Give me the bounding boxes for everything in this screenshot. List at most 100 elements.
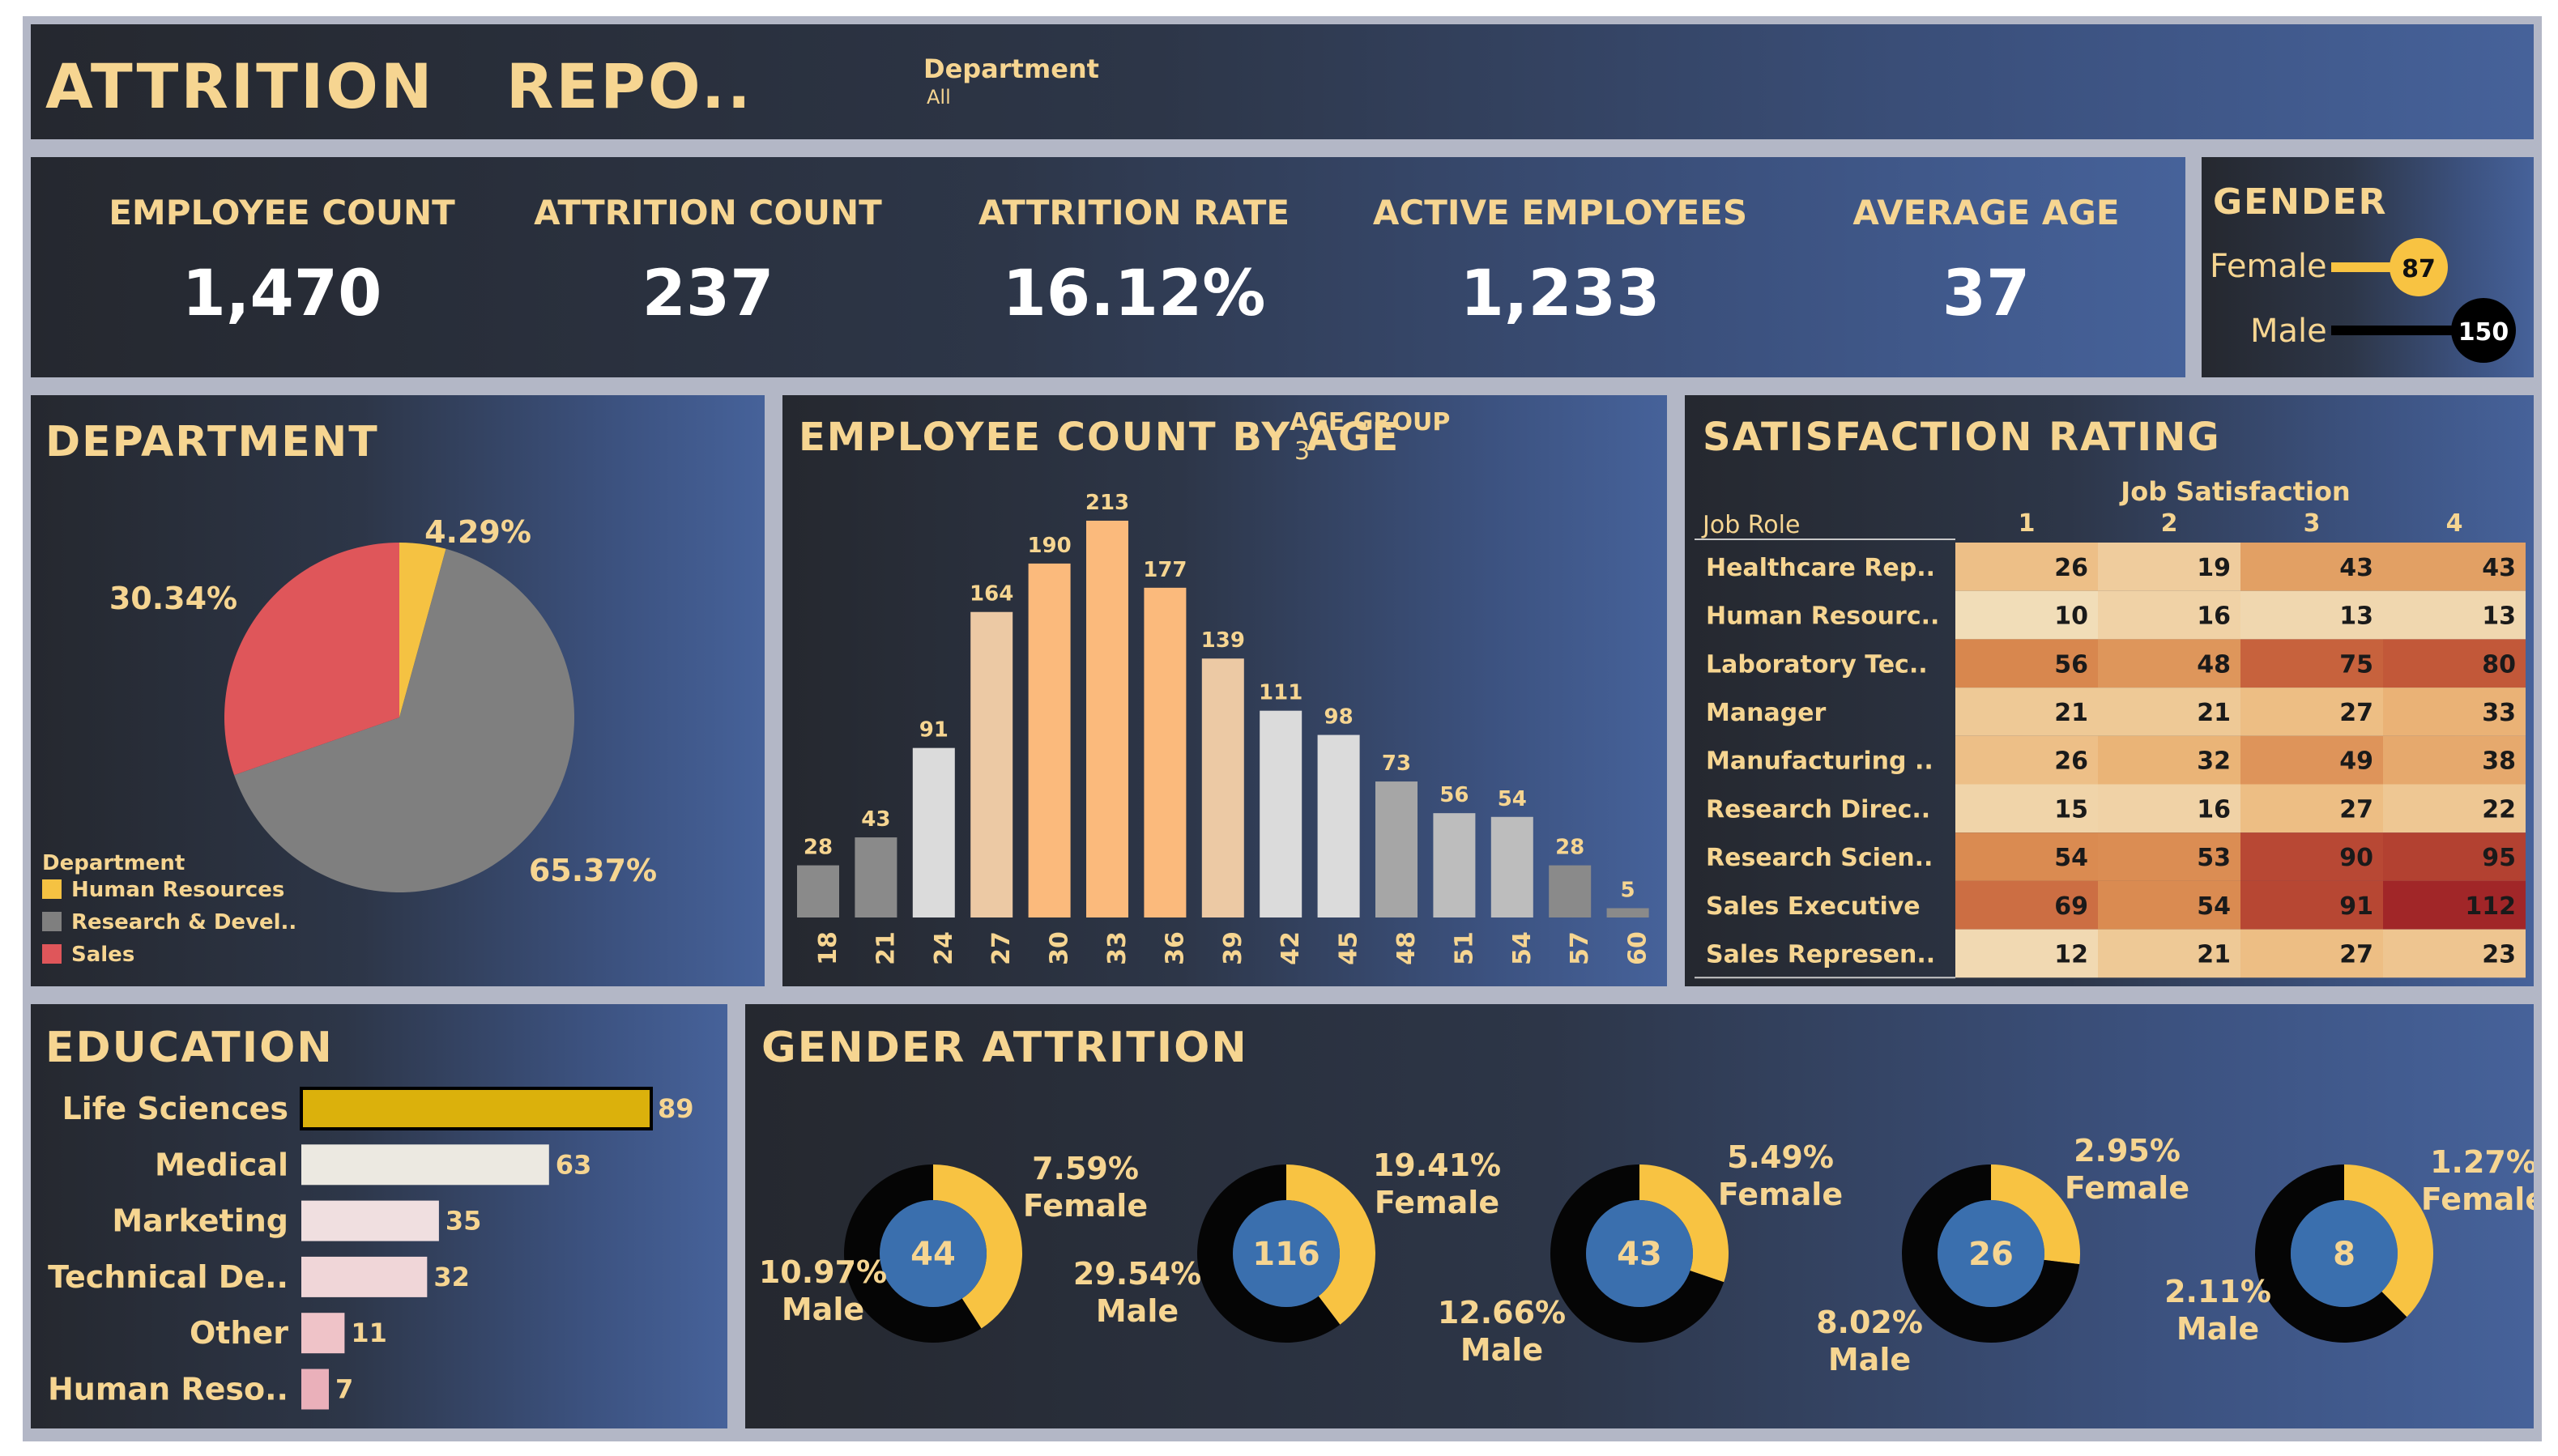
heatmap-cell[interactable] <box>2098 688 2240 736</box>
heatmap-cell[interactable] <box>2098 735 2240 785</box>
heatmap-cell[interactable] <box>2240 880 2383 930</box>
donut-female-segment[interactable] <box>2344 1164 2434 1318</box>
age-bar-36[interactable] <box>1144 587 1187 917</box>
age-bar-54[interactable] <box>1490 816 1533 917</box>
pie-slice-sales[interactable] <box>224 543 399 776</box>
heatmap-cell[interactable] <box>2240 639 2383 688</box>
heatmap-cell[interactable] <box>1955 929 2098 978</box>
education-value: 11 <box>351 1318 387 1348</box>
age-group-overlay-sub: 3 <box>1294 437 1311 466</box>
education-label: Technical De.. <box>48 1259 288 1295</box>
age-bar-24[interactable] <box>912 747 955 917</box>
heatmap-cell[interactable] <box>2098 880 2240 930</box>
education-bar[interactable] <box>301 1313 345 1354</box>
pie-legend-swatch <box>42 912 62 931</box>
heatmap-cell[interactable] <box>2383 784 2526 833</box>
age-bar-21[interactable] <box>855 837 897 917</box>
kpi-attrition-rate-label: ATTRITION RATE <box>978 193 1290 232</box>
heatmap-cell[interactable] <box>2383 880 2526 930</box>
donut-male-segment[interactable] <box>1902 1164 2080 1343</box>
heatmap-cell[interactable] <box>2098 543 2240 591</box>
heatmap-cell[interactable] <box>2098 590 2240 640</box>
heatmap-cell[interactable] <box>1955 543 2098 591</box>
heatmap-cell-value: 13 <box>2339 602 2373 631</box>
age-bar-value-label: 111 <box>1259 681 1302 705</box>
education-value: 89 <box>658 1093 694 1124</box>
heatmap-cell[interactable] <box>2098 832 2240 881</box>
education-value: 63 <box>556 1149 592 1180</box>
donut-male-segment[interactable] <box>844 1164 982 1343</box>
heatmap-cell[interactable] <box>2240 929 2383 978</box>
heatmap-cell[interactable] <box>2240 688 2383 736</box>
heatmap-cell[interactable] <box>1955 639 2098 688</box>
heatmap-cell[interactable] <box>1955 688 2098 736</box>
heatmap-cell[interactable] <box>1955 784 2098 833</box>
heatmap-row-label: Sales Executive <box>1706 892 1921 921</box>
age-bar-42[interactable] <box>1260 710 1302 917</box>
age-bar-39[interactable] <box>1201 658 1244 917</box>
heatmap-cell[interactable] <box>2098 929 2240 978</box>
education-bar[interactable] <box>300 1087 653 1130</box>
donut-male-segment[interactable] <box>1550 1164 1725 1343</box>
donut-male-segment[interactable] <box>2255 1164 2407 1343</box>
department-filter[interactable]: Department All <box>923 53 1099 109</box>
donut-female-segment[interactable] <box>933 1164 1022 1329</box>
donut-male-segment[interactable] <box>1197 1164 1341 1343</box>
age-bar-48[interactable] <box>1375 781 1418 917</box>
heatmap-cell[interactable] <box>1955 880 2098 930</box>
education-bar[interactable] <box>301 1369 329 1410</box>
age-bar-45[interactable] <box>1317 734 1360 917</box>
heatmap-cell-value: 32 <box>2197 747 2231 776</box>
donut-center-value: 26 <box>1968 1236 2014 1273</box>
heatmap-cell[interactable] <box>1955 832 2098 881</box>
age-bar-value-label: 164 <box>970 582 1013 607</box>
heatmap-cell[interactable] <box>2098 639 2240 688</box>
pie-legend-item[interactable]: Research & Devel.. <box>71 910 296 934</box>
heatmap-cell[interactable] <box>2383 543 2526 591</box>
donut-female-segment[interactable] <box>1639 1164 1729 1283</box>
age-bar-33[interactable] <box>1086 521 1128 917</box>
heatmap-row-label: Sales Represen.. <box>1706 940 1935 969</box>
donut-female-segment[interactable] <box>1286 1164 1375 1325</box>
heatmap-cell[interactable] <box>2240 590 2383 640</box>
heatmap-cell[interactable] <box>2240 784 2383 833</box>
age-axis-tick-label: 48 <box>1392 931 1421 965</box>
education-bar[interactable] <box>301 1200 439 1241</box>
heatmap-cell[interactable] <box>2383 929 2526 978</box>
pie-slice-research-devel-[interactable] <box>234 548 574 892</box>
heatmap-cell-value: 95 <box>2482 844 2516 872</box>
heatmap-cell[interactable] <box>2383 735 2526 785</box>
heatmap-cell-value: 27 <box>2339 940 2373 969</box>
heatmap-cell[interactable] <box>2383 590 2526 640</box>
heatmap-cell[interactable] <box>2240 543 2383 591</box>
pie-slice-human-resources[interactable] <box>399 543 446 717</box>
age-bar-57[interactable] <box>1549 865 1592 917</box>
age-bar-27[interactable] <box>970 611 1013 917</box>
pie-legend-item[interactable]: Human Resources <box>71 878 284 902</box>
heatmap-cell[interactable] <box>2383 639 2526 688</box>
heatmap-cell[interactable] <box>2240 832 2383 881</box>
age-bar-30[interactable] <box>1028 563 1071 917</box>
heatmap-cell-value: 56 <box>2054 650 2088 679</box>
pie-legend-item[interactable]: Sales <box>71 943 134 967</box>
heatmap-row-label: Manufacturing .. <box>1706 747 1933 776</box>
heatmap-row-label: Research Direc.. <box>1706 795 1930 824</box>
gender-male-bar <box>2331 326 2477 335</box>
donut-female-segment[interactable] <box>1991 1164 2080 1265</box>
heatmap-cell[interactable] <box>1955 735 2098 785</box>
pie-legend-swatch <box>42 944 62 964</box>
education-bar[interactable] <box>301 1144 549 1186</box>
department-filter-value[interactable]: All <box>927 86 951 109</box>
heatmap-cell[interactable] <box>2383 688 2526 736</box>
gender-male-marker[interactable] <box>2451 298 2516 363</box>
age-bar-51[interactable] <box>1433 813 1476 917</box>
education-bar[interactable] <box>301 1256 428 1297</box>
gender-female-marker[interactable] <box>2390 238 2448 296</box>
age-bar-18[interactable] <box>797 865 839 917</box>
age-bar-60[interactable] <box>1606 908 1649 917</box>
heatmap-cell[interactable] <box>2383 832 2526 881</box>
heatmap-cell[interactable] <box>1955 590 2098 640</box>
heatmap-cell[interactable] <box>2098 784 2240 833</box>
heatmap-cell[interactable] <box>2240 735 2383 785</box>
donut-male-pct: 12.66% <box>1438 1295 1566 1330</box>
